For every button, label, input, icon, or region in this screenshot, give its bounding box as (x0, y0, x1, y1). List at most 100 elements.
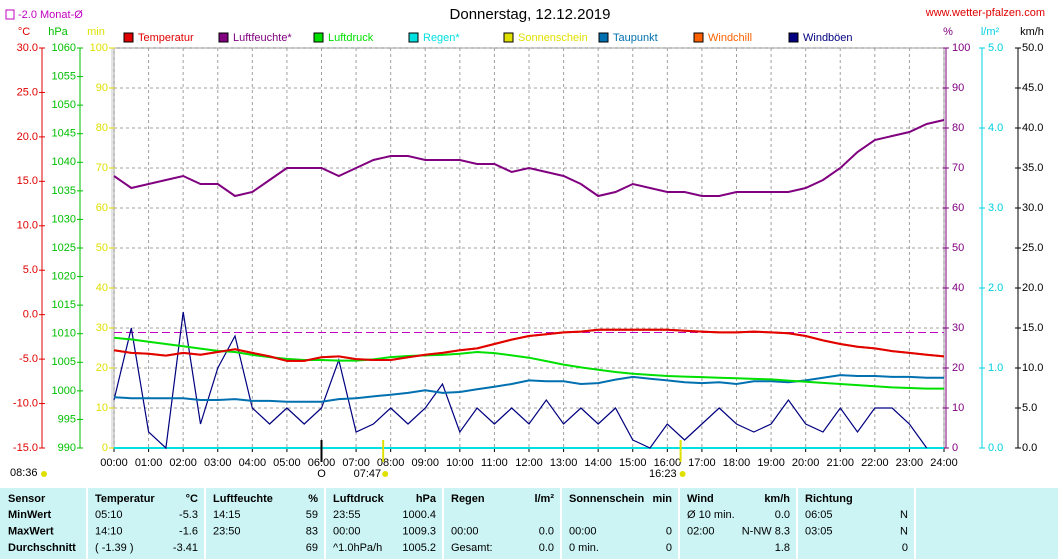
axis-tick-label: 30 (952, 322, 964, 334)
axis-tick-label: 1035 (52, 185, 76, 197)
table-background (0, 486, 1058, 559)
axis-tick-label: 20.0 (1022, 282, 1043, 294)
series-line (113, 374, 944, 403)
cell-left: ^1.0hPa/h (333, 542, 382, 554)
axis-tick-label: 80 (952, 122, 964, 134)
legend-swatch (503, 32, 514, 43)
column-title: Luftfeuchte (213, 493, 273, 505)
row-label: MinWert (8, 509, 52, 521)
axis-tick-label: 1.0 (988, 362, 1003, 374)
axis-tick-label: 1050 (52, 99, 76, 111)
axis-tick-label: 35.0 (1022, 162, 1043, 174)
axis-tick-label: -5.0 (19, 353, 38, 365)
x-tick-label: 01:00 (135, 457, 163, 469)
marker-label: O (317, 468, 326, 480)
axis-tick-label: 995 (58, 413, 76, 425)
column-title: Luftdruck (333, 493, 385, 505)
column-unit: °C (186, 493, 198, 505)
axis-tick-label: 1000 (52, 385, 76, 397)
cell-value: -1.6 (179, 525, 198, 537)
axis-tick-label: 5.0 (988, 42, 1003, 54)
legend-label: Regen* (423, 32, 460, 44)
cell-value: 0 (902, 542, 908, 554)
cell-value: 0.0 (539, 525, 554, 537)
axis-tick-label: 80 (96, 122, 108, 134)
axis-tick-label: 1025 (52, 242, 76, 254)
column-unit: hPa (416, 493, 437, 505)
column-unit: % (308, 493, 318, 505)
axis-tick-label: 1060 (52, 42, 76, 54)
x-tick-label: 03:00 (204, 457, 232, 469)
axis-unit: °C (18, 26, 30, 38)
x-tick-label: 12:00 (515, 457, 543, 469)
x-tick-label: 24:00 (930, 457, 958, 469)
axis-tick-label: 60 (96, 202, 108, 214)
cell-value: 1005.2 (402, 542, 436, 554)
legend-swatch (693, 32, 704, 43)
x-tick-label: 19:00 (757, 457, 785, 469)
column-unit: min (652, 493, 672, 505)
cell-value: N (900, 509, 908, 521)
x-tick-label: 15:00 (619, 457, 647, 469)
axis-tick-label: 30.0 (17, 42, 38, 54)
x-tick-label: 16:00 (654, 457, 682, 469)
axis-tick-label: 20 (952, 362, 964, 374)
axis-unit: l/m² (981, 26, 1000, 38)
axis-tick-label: 100 (952, 42, 970, 54)
axis-tick-label: 0.0 (1022, 442, 1037, 454)
legend-swatch (218, 32, 229, 43)
series-line (113, 328, 945, 362)
legend-label: Windböen (803, 32, 853, 44)
axis-tick-label: 10 (952, 402, 964, 414)
series-line (113, 119, 945, 198)
axis-tick-label: 90 (952, 82, 964, 94)
axis-tick-label: 50.0 (1022, 42, 1043, 54)
legend-label: Windchill (708, 32, 752, 44)
cell-left: 0 min. (569, 542, 599, 554)
axis-tick-label: 20 (96, 362, 108, 374)
axis-tick-label: 5.0 (1022, 402, 1037, 414)
x-tick-label: 14:00 (584, 457, 612, 469)
x-tick-label: 05:00 (273, 457, 301, 469)
axis-tick-label: 1015 (52, 299, 76, 311)
axis-tick-label: 1055 (52, 70, 76, 82)
x-tick-label: 13:00 (550, 457, 578, 469)
x-tick-label: 22:00 (861, 457, 889, 469)
axis-tick-label: 30 (96, 322, 108, 334)
x-tick-label: 07:00 (342, 457, 370, 469)
column-title: Sonnenschein (569, 493, 644, 505)
axis-tick-label: 1005 (52, 356, 76, 368)
legend-label: Luftfeuchte* (233, 32, 292, 44)
axis-tick-label: 30.0 (1022, 202, 1043, 214)
cell-left: 00:00 (451, 525, 479, 537)
axis-tick-label: 10.0 (17, 220, 38, 232)
axis-tick-label: 1030 (52, 213, 76, 225)
cell-value: N (900, 525, 908, 537)
column-title: Richtung (805, 493, 853, 505)
legend-swatch (313, 32, 324, 43)
axis-tick-label: 5.0 (23, 264, 38, 276)
cell-value: 0 (666, 525, 672, 537)
axis-tick-label: 1040 (52, 156, 76, 168)
reference-swatch (5, 9, 15, 20)
cell-value: 1.8 (775, 542, 790, 554)
axis-tick-label: 90 (96, 82, 108, 94)
row-label: Durchschnitt (8, 542, 76, 554)
cell-left: 05:10 (95, 509, 123, 521)
axis-tick-label: 40 (96, 282, 108, 294)
x-tick-label: 20:00 (792, 457, 820, 469)
axis-tick-label: 45.0 (1022, 82, 1043, 94)
axis-tick-label: 100 (90, 42, 108, 54)
marker-dot (679, 471, 686, 477)
row-label: MaxWert (8, 525, 54, 537)
axis-tick-label: 40.0 (1022, 122, 1043, 134)
site-url: www.wetter-pfalzen.com (925, 7, 1045, 19)
legend-swatch (598, 32, 609, 43)
axis-tick-label: 70 (96, 162, 108, 174)
chart-title: Donnerstag, 12.12.2019 (450, 6, 611, 23)
axis-tick-label: 3.0 (988, 202, 1003, 214)
axis-unit: min (87, 26, 105, 38)
x-tick-label: 10:00 (446, 457, 474, 469)
column-title: Sensor (8, 493, 46, 505)
